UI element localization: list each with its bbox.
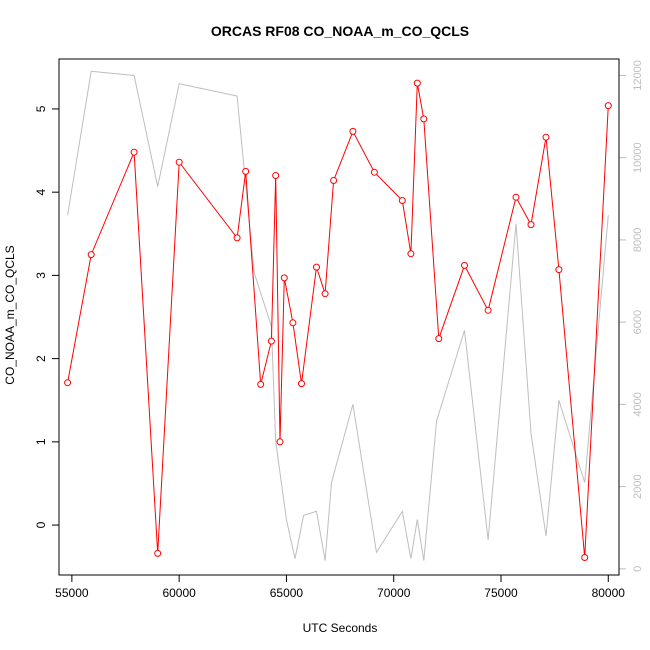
- y-tick-label: 2: [34, 355, 48, 362]
- y2-tick-label: 4000: [632, 392, 644, 416]
- y-tick-label: 1: [34, 438, 48, 445]
- data-point: [349, 127, 357, 135]
- data-point: [321, 290, 329, 298]
- y2-tick-label: 6000: [632, 310, 644, 334]
- data-point: [154, 549, 162, 557]
- data-point: [175, 158, 183, 166]
- data-point: [512, 193, 520, 201]
- y2-tick-label: 12000: [632, 60, 644, 91]
- data-point: [370, 168, 378, 176]
- data-point: [604, 102, 612, 110]
- plot-box: [58, 58, 620, 576]
- x-tick-label: 70000: [377, 586, 411, 600]
- data-point: [435, 335, 443, 343]
- data-point: [461, 261, 468, 269]
- data-point: [527, 221, 535, 229]
- x-axis-label: UTC Seconds: [303, 621, 378, 635]
- chart-title: ORCAS RF08 CO_NOAA_m_CO_QCLS: [211, 23, 469, 39]
- data-point: [330, 177, 338, 184]
- axes: 55000 60000 65000 70000 75000 80000 0 1 2 3 4 5 0 200…: [34, 60, 644, 600]
- data-point: [280, 274, 288, 282]
- y2-tick-label: 0: [632, 566, 644, 572]
- data-point: [413, 79, 421, 87]
- y2-tick-label: 10000: [632, 142, 644, 173]
- y-axis-label: CO_NOAA_m_CO_QCLS: [3, 245, 17, 384]
- y2-tick-label: 8000: [632, 228, 644, 252]
- data-point: [267, 337, 275, 345]
- y2-tick-label: 2000: [632, 474, 644, 498]
- right-axis-series-line: [67, 70, 609, 561]
- y-tick-label: 3: [34, 272, 48, 279]
- x-tick-label: 55000: [55, 586, 89, 600]
- data-point: [87, 251, 95, 259]
- y-tick-label: 4: [34, 189, 48, 196]
- data-point: [272, 172, 280, 179]
- x-tick-label: 65000: [270, 586, 304, 600]
- y-tick-label: 5: [34, 105, 48, 112]
- right-axis-series: [67, 70, 609, 561]
- data-point: [130, 148, 138, 156]
- x-tick-label: 75000: [484, 586, 518, 600]
- left-axis-series: [64, 79, 612, 561]
- data-point: [257, 380, 265, 388]
- data-point: [289, 319, 297, 327]
- data-point: [542, 133, 550, 141]
- data-point: [581, 554, 589, 561]
- x-tick-label: 80000: [592, 586, 626, 600]
- data-point: [484, 306, 492, 314]
- data-point: [298, 380, 305, 388]
- data-point: [407, 250, 415, 258]
- x-tick-label: 60000: [162, 586, 196, 600]
- left-axis-series-line: [67, 83, 609, 558]
- data-point: [398, 197, 406, 204]
- data-point: [233, 234, 241, 242]
- data-point: [64, 379, 72, 387]
- y-tick-label: 0: [34, 521, 48, 528]
- data-point: [276, 438, 284, 446]
- data-point: [555, 266, 563, 274]
- data-point: [420, 115, 428, 123]
- data-point: [242, 167, 250, 175]
- data-point: [313, 263, 320, 271]
